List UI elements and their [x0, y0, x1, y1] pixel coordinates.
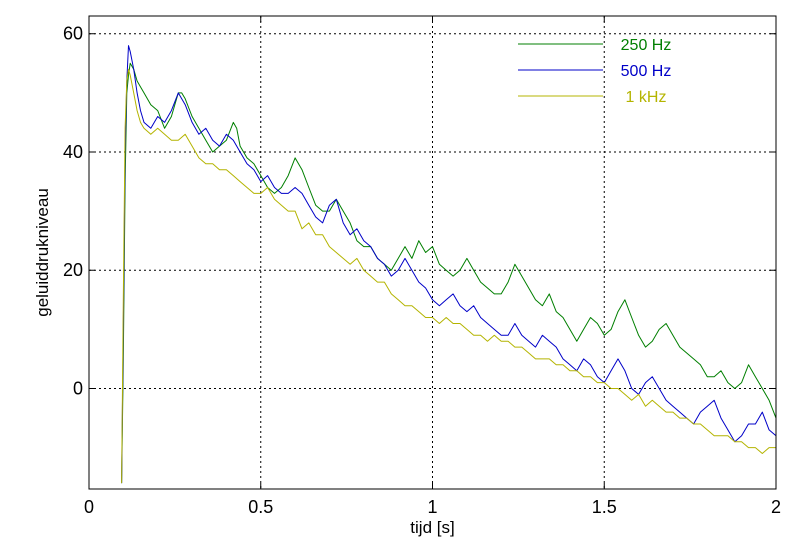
x-tick-label: 1 [427, 497, 437, 517]
grid-lines [89, 16, 776, 489]
x-tick-label: 0.5 [248, 497, 273, 517]
series-layer [121, 45, 777, 484]
legend-label-0: 250 Hz [621, 37, 672, 54]
series-line-1 [121, 45, 777, 484]
legend-label-2: 1 kHz [626, 89, 667, 106]
x-tick-label: 0 [84, 497, 94, 517]
y-axis-label: geluiddrukniveau [33, 188, 52, 317]
legend: 250 Hz 500 Hz 1 kHz [518, 37, 671, 106]
series-line-0 [121, 62, 777, 484]
x-tick-label: 2 [771, 497, 781, 517]
x-tick-label: 1.5 [592, 497, 617, 517]
legend-label-1: 500 Hz [621, 63, 672, 80]
y-tick-label: 0 [73, 378, 83, 398]
series-line-2 [121, 68, 776, 484]
y-tick-label: 20 [63, 260, 83, 280]
y-tick-label: 60 [63, 24, 83, 44]
y-tick-label: 40 [63, 142, 83, 162]
x-axis-label: tijd [s] [410, 518, 454, 537]
